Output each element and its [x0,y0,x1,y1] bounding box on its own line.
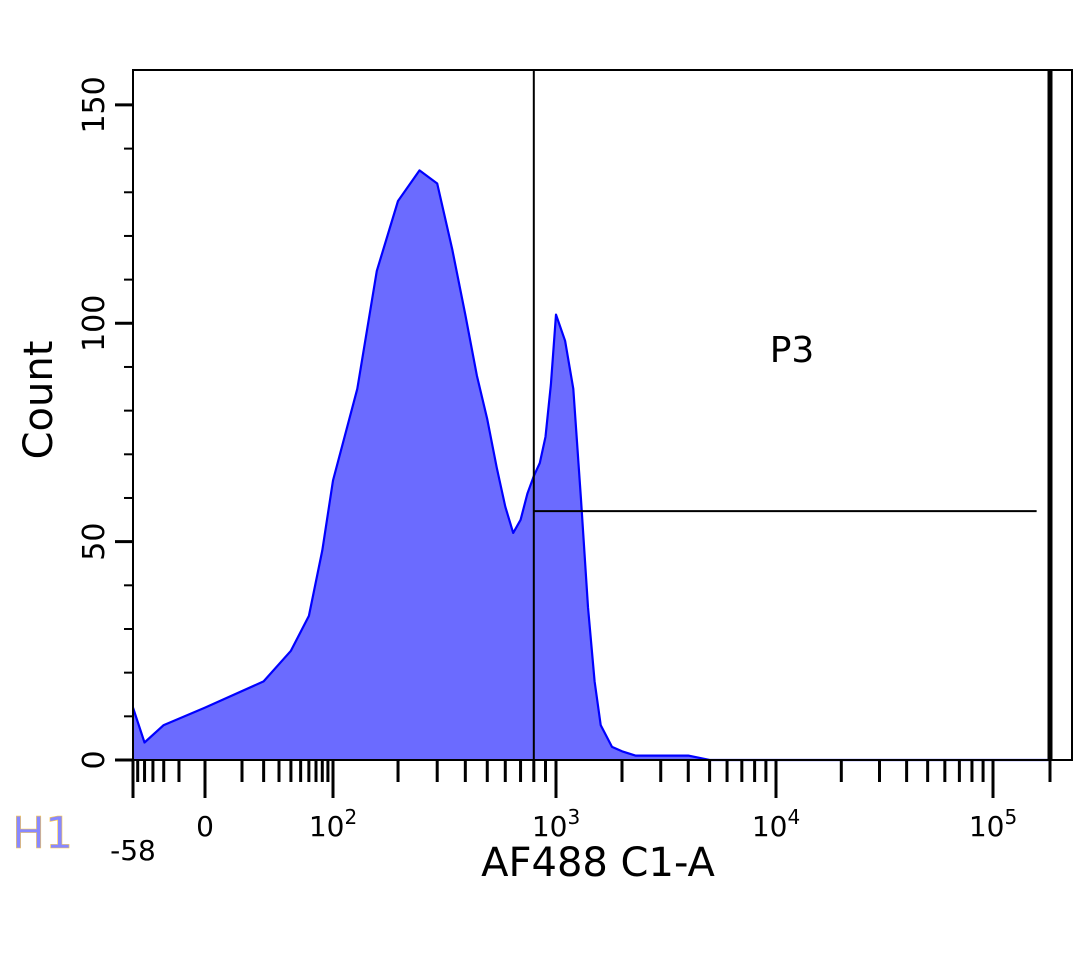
x-tick-label: 105 [969,805,1017,843]
x-tick-label: 103 [532,805,580,843]
x-tick-label: -58 [110,834,156,867]
y-axis-title: Count [16,341,62,460]
y-tick-label-150: 150 [77,76,112,133]
plot-layer [131,169,1050,762]
x-tick-label: 104 [752,805,800,843]
x-tick-label: 102 [309,805,357,843]
gate-label-p3: P3 [770,330,815,371]
panel-label: H1 [12,808,73,859]
gate-layer: P3 [532,70,1037,760]
x-axis-title: AF488 C1-A [481,840,715,886]
axis-layer: 0 50 100 150 -58 0 102 103 104 105 [77,69,1073,867]
x-tick-label: 0 [196,810,214,843]
plot-frame [132,69,1073,761]
y-tick-label-0: 0 [77,750,112,769]
y-tick-label-100: 100 [77,295,112,352]
y-tick-label-50: 50 [77,523,112,561]
histogram-fill-0 [133,170,1050,760]
